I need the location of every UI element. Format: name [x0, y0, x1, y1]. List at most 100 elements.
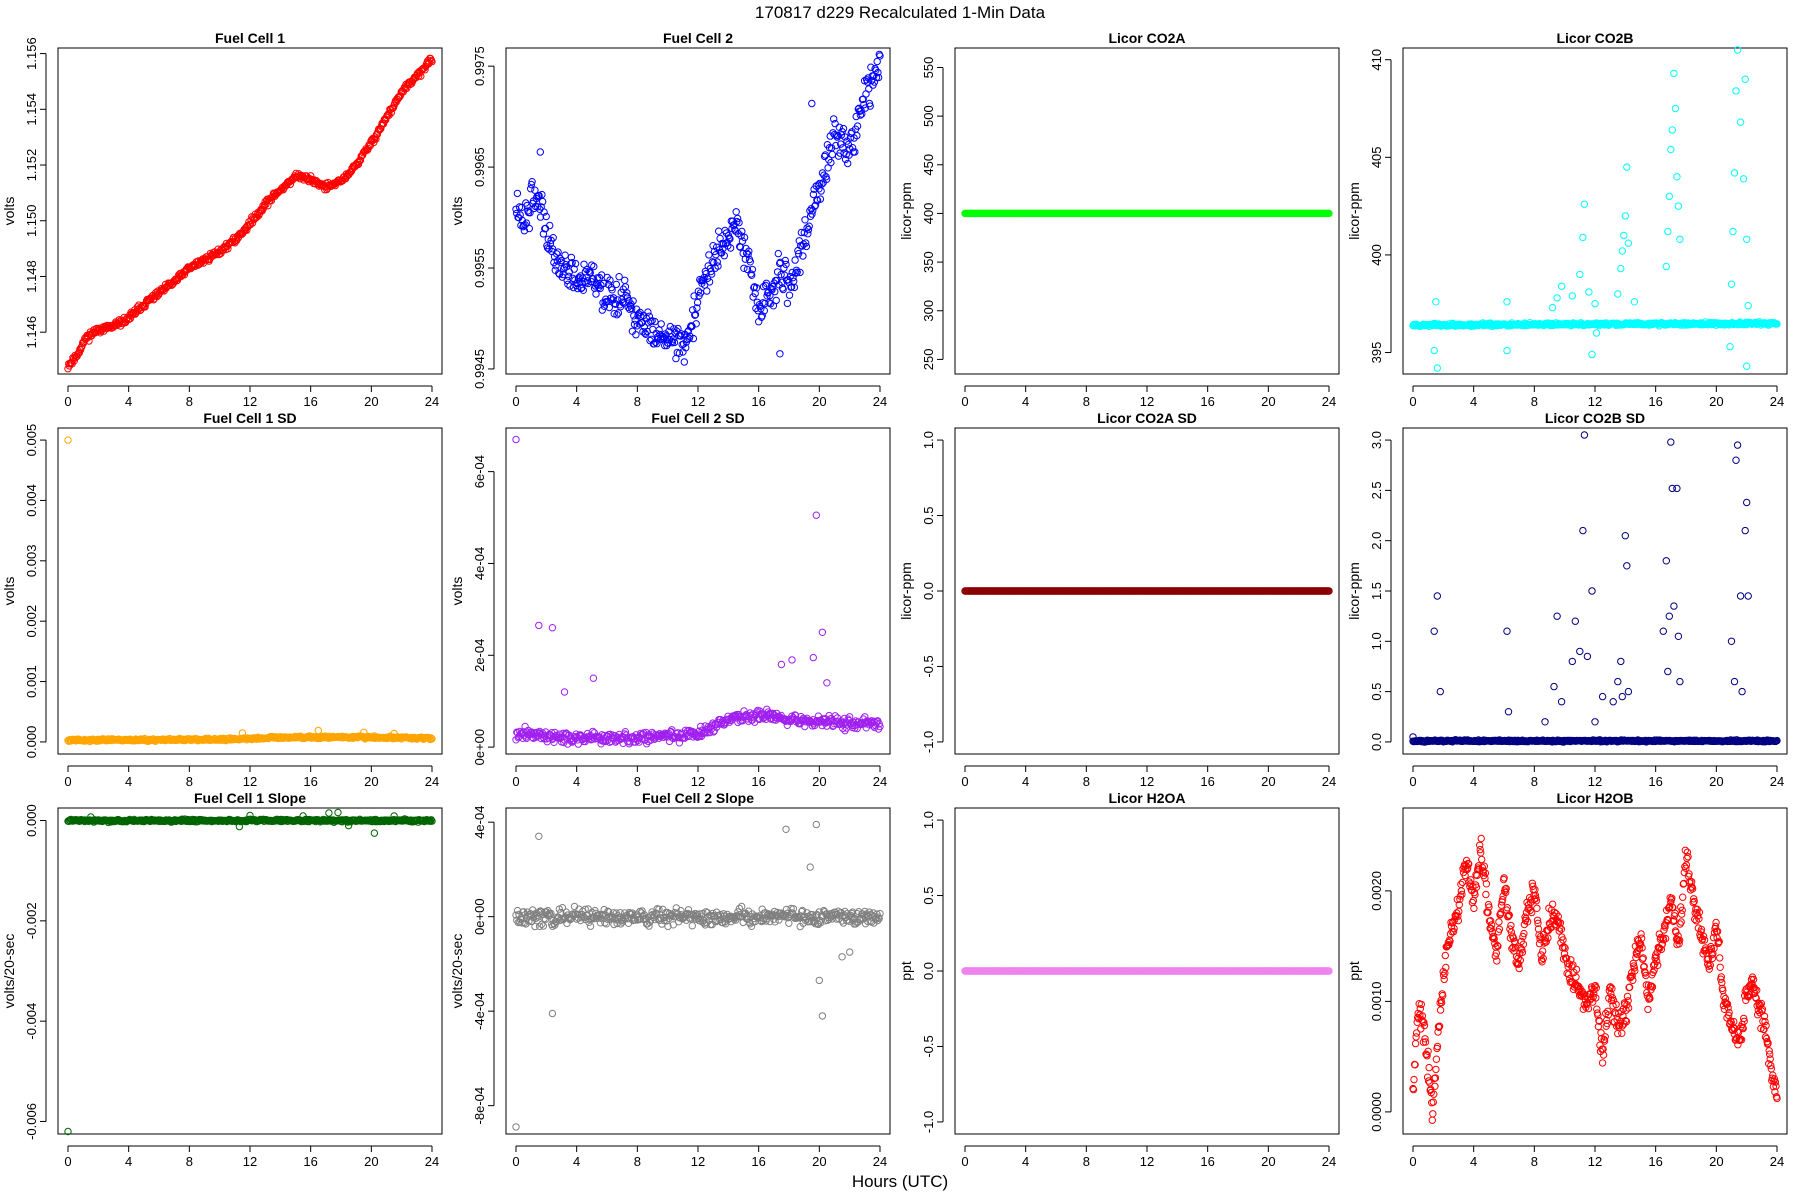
- data-point: [670, 338, 679, 347]
- y-tick-label: 0.5: [1369, 683, 1384, 701]
- data-point: [726, 235, 734, 243]
- data-point: [1598, 692, 1607, 701]
- data-point: [539, 197, 547, 206]
- y-tick-label: -8e-04: [472, 1087, 487, 1125]
- data-point: [590, 262, 598, 271]
- data-point: [325, 809, 333, 817]
- data-point: [600, 279, 608, 288]
- data-point: [830, 115, 838, 123]
- data-point: [387, 108, 395, 117]
- data-point: [1674, 202, 1683, 210]
- data-point: [554, 248, 562, 256]
- data-point: [1676, 235, 1684, 244]
- y-axis-title: volts/20-sec: [449, 934, 465, 1009]
- y-tick-label: 2.5: [1369, 481, 1384, 499]
- x-tick-label: 20: [812, 394, 826, 409]
- data-point: [527, 185, 535, 193]
- data-point: [823, 175, 831, 183]
- x-axis: 0 4 8 12 16 20 24: [512, 385, 887, 409]
- data-point: [809, 653, 817, 662]
- series-points: [512, 820, 884, 1131]
- data-point: [758, 312, 766, 320]
- y-tick-label: 0e+00: [472, 898, 487, 935]
- x-tick-label: 24: [1322, 774, 1336, 789]
- data-point: [530, 204, 538, 213]
- data-point: [577, 284, 585, 293]
- data-point: [1667, 438, 1675, 446]
- data-point: [1580, 200, 1589, 208]
- data-point: [772, 296, 780, 305]
- data-point: [713, 258, 721, 266]
- data-point: [1727, 637, 1736, 645]
- data-point: [1325, 209, 1333, 218]
- data-point: [608, 286, 616, 294]
- data-point: [818, 180, 826, 188]
- data-point: [521, 221, 529, 229]
- data-point: [260, 201, 269, 210]
- data-point: [579, 286, 587, 294]
- data-point: [1620, 231, 1628, 240]
- data-point: [1588, 350, 1596, 359]
- data-point: [716, 234, 724, 243]
- data-point: [602, 737, 610, 746]
- data-point: [774, 249, 782, 258]
- data-point: [267, 196, 276, 205]
- y-tick-label: 410: [1369, 49, 1384, 71]
- x-tick-label: 4: [125, 1154, 132, 1169]
- y-axis-title: volts: [449, 197, 465, 226]
- data-point: [1585, 288, 1593, 296]
- y-tick-label: -1.0: [921, 731, 936, 753]
- series-points: [512, 435, 884, 748]
- y-axis-title: licor-ppm: [1346, 562, 1362, 620]
- data-point: [821, 151, 829, 159]
- data-point: [427, 56, 435, 65]
- x-axis: 0 4 8 12 16 20 24: [512, 765, 887, 789]
- y-tick-label: 1.5: [1369, 582, 1384, 600]
- x-tick-label: 12: [691, 1154, 705, 1169]
- x-tick-label: 12: [1140, 774, 1154, 789]
- x-tick-label: 8: [1083, 774, 1090, 789]
- data-point: [722, 239, 730, 248]
- y-tick-label: 0.9975: [472, 46, 487, 86]
- y-tick-label: 500: [921, 105, 936, 127]
- x-axis: 0 4 8 12 16 20 24: [1409, 765, 1784, 789]
- data-point: [839, 124, 848, 133]
- data-point: [356, 156, 365, 164]
- data-point: [783, 299, 792, 308]
- y-tick-label: 0.9955: [472, 248, 487, 288]
- data-point: [812, 511, 820, 519]
- data-point: [839, 724, 847, 733]
- x-tick-label: 16: [1648, 774, 1662, 789]
- data-point: [415, 72, 423, 80]
- data-point: [1503, 346, 1511, 355]
- data-point: [808, 210, 816, 218]
- y-tick-label: 0.001: [24, 665, 39, 698]
- x-tick-label: 20: [364, 1154, 378, 1169]
- data-point: [804, 230, 812, 238]
- data-point: [861, 104, 869, 112]
- data-point: [529, 733, 537, 742]
- panel-co2asd: Licor CO2A SD0 4 8 12 16 20 24-1.0-0.50.00.51.…: [898, 410, 1340, 789]
- x-tick-label: 24: [873, 1154, 887, 1169]
- x-tick-label: 24: [1770, 774, 1784, 789]
- data-point: [771, 287, 779, 296]
- y-tick-label: 0e+00: [472, 729, 487, 766]
- series-points: [512, 50, 884, 366]
- data-point: [689, 334, 698, 343]
- x-tick-label: 4: [1022, 394, 1029, 409]
- data-point: [691, 311, 699, 319]
- data-point: [600, 302, 609, 310]
- y-tick-label: -0.5: [921, 655, 936, 677]
- data-point: [760, 307, 768, 315]
- series-points: [64, 436, 436, 746]
- data-point: [538, 190, 546, 199]
- y-axis-title: volts: [1, 197, 17, 226]
- data-point: [548, 624, 557, 632]
- data-point: [651, 317, 659, 326]
- x-tick-label: 16: [751, 394, 765, 409]
- data-point: [705, 278, 714, 286]
- data-point: [788, 656, 796, 664]
